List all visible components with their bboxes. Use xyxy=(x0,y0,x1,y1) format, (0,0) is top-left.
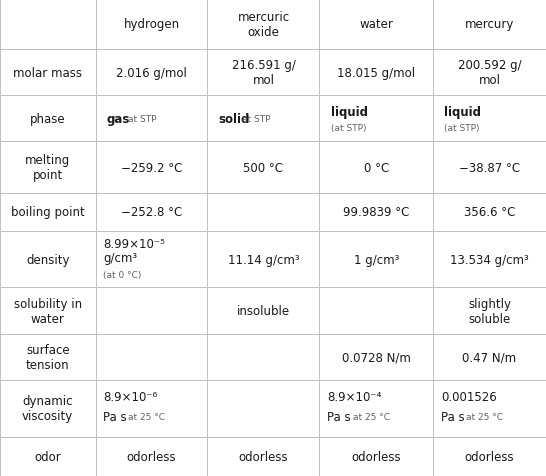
Text: 99.9839 °C: 99.9839 °C xyxy=(343,206,410,219)
Text: water: water xyxy=(359,19,393,31)
Text: (at STP): (at STP) xyxy=(331,124,366,133)
Text: density: density xyxy=(26,253,69,266)
Text: mercuric
oxide: mercuric oxide xyxy=(238,11,289,39)
Text: 356.6 °C: 356.6 °C xyxy=(464,206,515,219)
Text: Pa s: Pa s xyxy=(103,410,127,423)
Text: hydrogen: hydrogen xyxy=(123,19,180,31)
Text: at 25 °C: at 25 °C xyxy=(466,412,503,421)
Text: at STP: at STP xyxy=(128,115,156,123)
Text: 13.534 g/cm³: 13.534 g/cm³ xyxy=(450,253,529,266)
Text: odorless: odorless xyxy=(127,450,176,463)
Text: −252.8 °C: −252.8 °C xyxy=(121,206,182,219)
Text: 500 °C: 500 °C xyxy=(244,161,283,174)
Text: odorless: odorless xyxy=(465,450,514,463)
Text: 1 g/cm³: 1 g/cm³ xyxy=(353,253,399,266)
Text: mercury: mercury xyxy=(465,19,514,31)
Text: (at 0 °C): (at 0 °C) xyxy=(103,271,142,280)
Text: g/cm³: g/cm³ xyxy=(103,252,138,265)
Text: at STP: at STP xyxy=(242,115,271,123)
Text: −259.2 °C: −259.2 °C xyxy=(121,161,182,174)
Text: liquid: liquid xyxy=(331,106,368,119)
Text: dynamic
viscosity: dynamic viscosity xyxy=(22,395,73,422)
Text: 0 °C: 0 °C xyxy=(364,161,389,174)
Text: odorless: odorless xyxy=(352,450,401,463)
Text: 8.9×10⁻⁴: 8.9×10⁻⁴ xyxy=(328,391,382,404)
Text: solid: solid xyxy=(218,112,250,126)
Text: at 25 °C: at 25 °C xyxy=(128,412,165,421)
Text: odorless: odorless xyxy=(239,450,288,463)
Text: −38.87 °C: −38.87 °C xyxy=(459,161,520,174)
Text: 216.591 g/
mol: 216.591 g/ mol xyxy=(232,59,295,87)
Text: 200.592 g/
mol: 200.592 g/ mol xyxy=(458,59,521,87)
Text: 0.0728 N/m: 0.0728 N/m xyxy=(342,350,411,364)
Text: liquid: liquid xyxy=(444,106,481,119)
Text: gas: gas xyxy=(106,112,130,126)
Text: 0.001526: 0.001526 xyxy=(441,391,497,404)
Text: (at STP): (at STP) xyxy=(444,124,480,133)
Text: 0.47 N/m: 0.47 N/m xyxy=(462,350,517,364)
Text: 8.9×10⁻⁶: 8.9×10⁻⁶ xyxy=(103,391,158,404)
Text: boiling point: boiling point xyxy=(11,206,85,219)
Text: 2.016 g/mol: 2.016 g/mol xyxy=(116,66,187,79)
Text: 8.99×10⁻⁵: 8.99×10⁻⁵ xyxy=(103,237,165,250)
Text: molar mass: molar mass xyxy=(13,66,82,79)
Text: 11.14 g/cm³: 11.14 g/cm³ xyxy=(228,253,299,266)
Text: solubility in
water: solubility in water xyxy=(14,297,82,325)
Text: Pa s: Pa s xyxy=(328,410,351,423)
Text: phase: phase xyxy=(30,112,66,126)
Text: 18.015 g/mol: 18.015 g/mol xyxy=(337,66,416,79)
Text: odor: odor xyxy=(34,450,61,463)
Text: insoluble: insoluble xyxy=(237,304,290,317)
Text: melting
point: melting point xyxy=(25,154,70,182)
Text: Pa s: Pa s xyxy=(441,410,465,423)
Text: slightly
soluble: slightly soluble xyxy=(468,297,511,325)
Text: at 25 °C: at 25 °C xyxy=(353,412,390,421)
Text: surface
tension: surface tension xyxy=(26,343,69,371)
